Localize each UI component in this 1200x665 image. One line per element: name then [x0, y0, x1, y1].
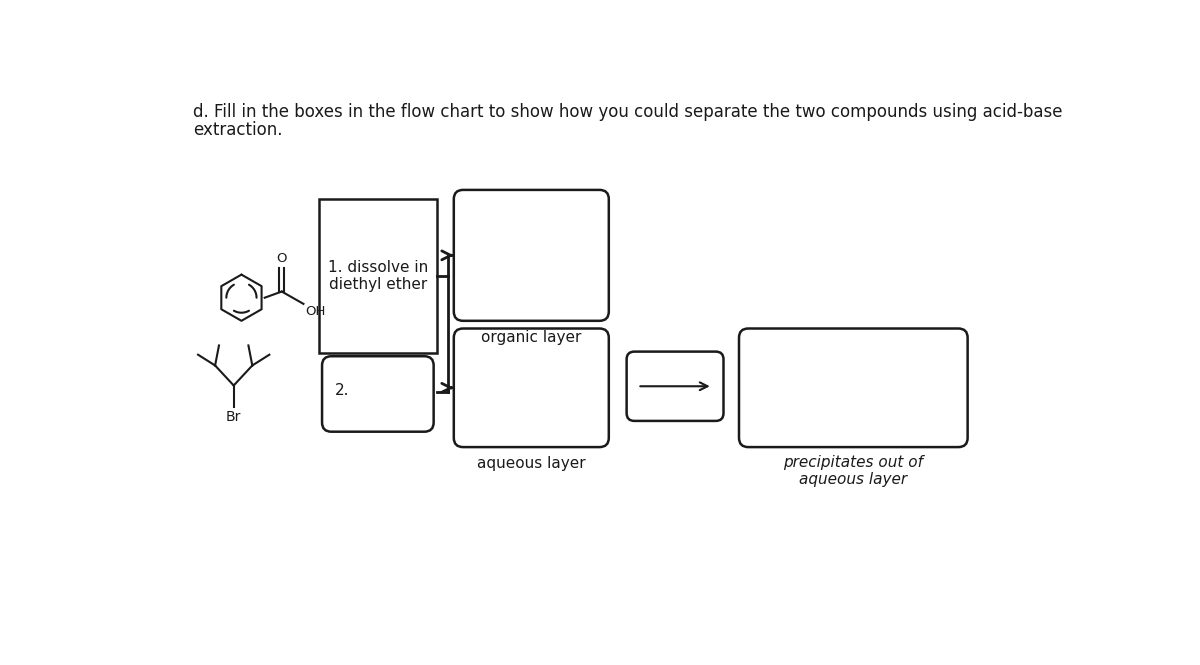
FancyBboxPatch shape: [319, 199, 437, 353]
FancyBboxPatch shape: [454, 329, 608, 447]
Text: OH: OH: [305, 305, 325, 319]
Text: d. Fill in the boxes in the flow chart to show how you could separate the two co: d. Fill in the boxes in the flow chart t…: [193, 103, 1062, 121]
FancyBboxPatch shape: [322, 356, 433, 432]
Text: 2.: 2.: [335, 384, 349, 398]
Text: aqueous layer: aqueous layer: [476, 456, 586, 471]
Text: precipitates out of
aqueous layer: precipitates out of aqueous layer: [784, 455, 923, 487]
FancyBboxPatch shape: [739, 329, 967, 447]
Text: Br: Br: [226, 410, 241, 424]
Text: organic layer: organic layer: [481, 330, 582, 345]
Text: 1. dissolve in
diethyl ether: 1. dissolve in diethyl ether: [328, 260, 428, 293]
Text: extraction.: extraction.: [193, 120, 282, 138]
FancyBboxPatch shape: [454, 190, 608, 321]
Text: O: O: [276, 253, 287, 265]
FancyBboxPatch shape: [626, 352, 724, 421]
